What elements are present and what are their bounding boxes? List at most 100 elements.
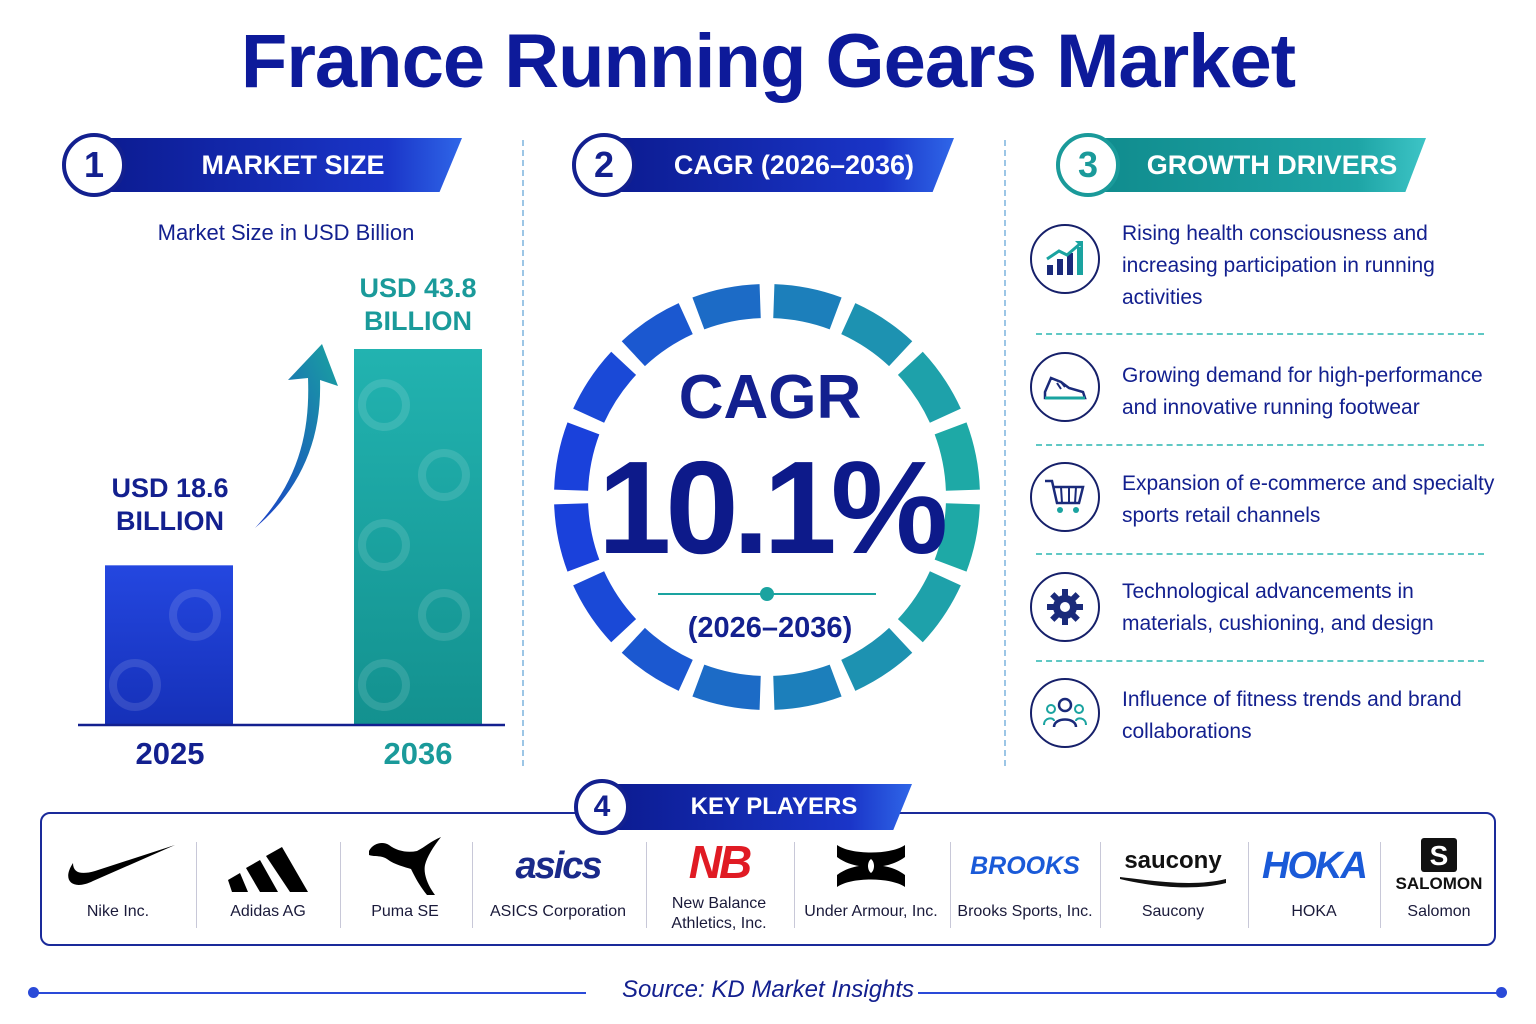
bar-texture-gear [358, 379, 410, 431]
bar-texture-gear [418, 589, 470, 641]
svg-text:S: S [1430, 840, 1449, 871]
brooks-logo: BROOKS [954, 834, 1096, 898]
section-label: GROWTH DRIVERS [1146, 149, 1398, 180]
saucony-wordmark: saucony [1124, 847, 1222, 874]
player-name: Puma SE [371, 903, 439, 920]
bar-value-label-2036: USD 43.8 BILLION [359, 273, 477, 336]
player-name: Nike Inc. [86, 903, 150, 920]
growth-drivers-header: 3 GROWTH DRIVERS [1056, 133, 1426, 197]
salomon-logo: S SALOMON [1384, 834, 1494, 898]
section-label: KEY PLAYERS [690, 793, 858, 820]
player-name: Adidas AG [230, 903, 306, 920]
player-brooks: BROOKS Brooks Sports, Inc. [954, 834, 1096, 922]
cagr-rule-dot [760, 587, 774, 601]
people-group-icon [1030, 678, 1100, 748]
page-title: France Running Gears Market [240, 19, 1296, 104]
cagr-ring-segment [692, 284, 762, 330]
player-divider [196, 842, 197, 928]
player-salomon: S SALOMON Salomon [1384, 834, 1494, 922]
player-name: Under Armour, Inc. [804, 903, 938, 920]
bar-texture-gear [169, 589, 221, 641]
player-puma: Puma SE [344, 834, 466, 922]
source-dot-left [28, 987, 39, 998]
player-under-armour: Under Armour, Inc. [798, 834, 944, 922]
bar-texture-gear [109, 659, 161, 711]
player-name: New Balance Athletics, Inc. [671, 895, 767, 932]
adidas-logo [200, 834, 336, 898]
source-text: Source: KD Market Insights [621, 976, 915, 1003]
asics-wordmark: asics [515, 844, 602, 887]
bar-2036 [354, 349, 482, 725]
player-asics: asics ASICS Corporation [478, 834, 638, 922]
cagr-period: (2026–2036) [687, 612, 853, 644]
player-name: HOKA [1291, 903, 1337, 920]
driver-text: Influence of fitness trends and brand co… [1122, 688, 1462, 743]
cagr-ring-segment [840, 303, 913, 367]
asics-logo: asics [478, 834, 638, 898]
bar-value-label-2025: USD 18.6 BILLION [111, 473, 229, 536]
cagr-word: CAGR [678, 363, 862, 432]
player-adidas: Adidas AG [200, 834, 336, 922]
section-number: 4 [574, 779, 630, 835]
chart-subtitle: Market Size in USD Billion [157, 220, 415, 245]
column-divider [1004, 140, 1006, 766]
section-label: CAGR (2026–2036) [673, 149, 915, 180]
bar-2025 [105, 565, 233, 725]
running-shoe-icon [1030, 352, 1100, 422]
cagr-ring-segment [840, 627, 913, 691]
cagr-ring-segment [772, 284, 842, 330]
shopping-cart-icon [1030, 462, 1100, 532]
driver-separator [1036, 444, 1484, 446]
puma-logo [344, 834, 466, 898]
hoka-wordmark: HOKA [1262, 844, 1368, 887]
driver-text: Technological advancements in materials,… [1122, 580, 1434, 635]
column-divider [522, 140, 524, 766]
driver-text: Expansion of e-commerce and specialty sp… [1122, 472, 1495, 527]
player-name: Saucony [1141, 903, 1205, 920]
player-divider [1380, 842, 1381, 928]
driver-text: Rising health consciousness and increasi… [1122, 222, 1435, 309]
source-dot-right [1496, 987, 1507, 998]
nb-wordmark: NB [688, 836, 752, 888]
section-number: 3 [1056, 133, 1120, 197]
driver-separator [1036, 553, 1484, 555]
player-divider [1100, 842, 1101, 928]
saucony-logo: saucony [1104, 834, 1242, 898]
driver-text: Growing demand for high-performance and … [1122, 364, 1483, 419]
key-players-header: 4 KEY PLAYERS [574, 779, 912, 835]
section-number: 1 [62, 133, 126, 197]
player-divider [340, 842, 341, 928]
year-label-2036: 2036 [383, 736, 453, 771]
player-hoka: HOKA HOKA [1252, 834, 1376, 922]
cagr-ring-segment [692, 664, 762, 710]
section-number: 2 [572, 133, 636, 197]
player-divider [1248, 842, 1249, 928]
under-armour-logo [798, 834, 944, 898]
new-balance-logo: NB [650, 832, 788, 892]
brooks-wordmark: BROOKS [970, 851, 1080, 880]
hoka-logo: HOKA [1252, 834, 1376, 898]
section-label: MARKET SIZE [201, 149, 385, 180]
market-size-header: 1 MARKET SIZE [62, 133, 462, 197]
player-name: Brooks Sports, Inc. [957, 903, 1093, 920]
driver-separator [1036, 333, 1484, 335]
cagr-ring-segment [621, 627, 694, 691]
player-divider [646, 842, 647, 928]
driver-separator [1036, 660, 1484, 662]
player-new-balance: NB New Balance Athletics, Inc. [650, 832, 788, 934]
salomon-wordmark: SALOMON [1395, 874, 1483, 893]
bar-texture-gear [358, 659, 410, 711]
chart-growth-icon [1030, 224, 1100, 294]
cagr-ring-segment [621, 303, 694, 367]
source-line-right [918, 992, 1502, 994]
bar-texture-gear [418, 449, 470, 501]
player-name: Salomon [1407, 903, 1471, 920]
cagr-header: 2 CAGR (2026–2036) [572, 133, 954, 197]
player-divider [950, 842, 951, 928]
player-nike: Nike Inc. [50, 834, 186, 922]
nike-logo [50, 834, 186, 898]
bar-texture-gear [358, 519, 410, 571]
source-line-left [34, 992, 586, 994]
player-divider [472, 842, 473, 928]
player-divider [794, 842, 795, 928]
